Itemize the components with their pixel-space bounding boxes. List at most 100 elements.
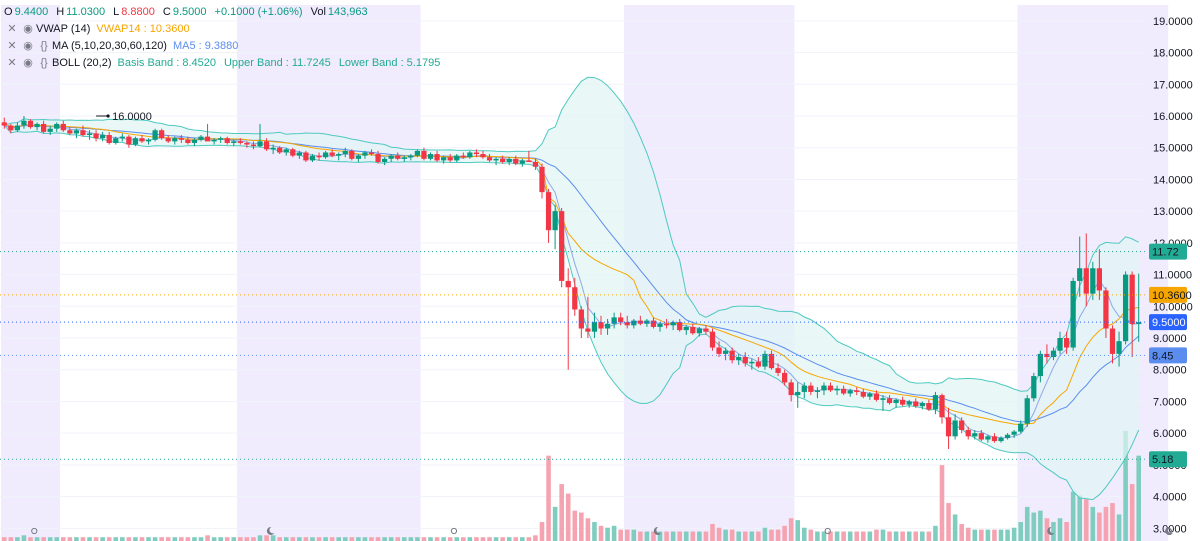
volume-bar <box>959 523 964 541</box>
close-icon[interactable]: ✕ <box>7 57 17 69</box>
candle-body <box>165 138 171 142</box>
candle-body <box>270 147 276 150</box>
candle-body <box>1031 376 1037 399</box>
volume-bar <box>1018 522 1023 541</box>
candle-body <box>1077 268 1083 281</box>
volume-bar <box>847 531 853 541</box>
candle-body <box>27 120 34 128</box>
visibility-icon[interactable]: ◉ <box>23 40 33 52</box>
volume-bar <box>224 537 230 541</box>
candle-body <box>467 152 473 158</box>
volume-bar <box>362 537 368 541</box>
axis-tick-label: 14.0000 <box>1153 174 1193 186</box>
volume-bar <box>946 503 951 541</box>
volume-bar <box>683 531 689 541</box>
volume-bar <box>172 537 178 541</box>
candle-body <box>1037 353 1043 377</box>
candle-body <box>1090 268 1096 294</box>
boll-basis: Basis Band : 8.4520 <box>117 57 216 69</box>
candle-body <box>722 350 729 354</box>
low-label: L <box>113 6 120 18</box>
volume-bar <box>906 531 912 541</box>
close-value: 9.5000 <box>172 6 207 18</box>
visibility-icon[interactable]: ◉ <box>23 23 33 35</box>
candle-body <box>80 130 86 136</box>
candle-body <box>841 388 847 394</box>
candle-body <box>873 393 880 400</box>
volume-bar <box>697 531 702 541</box>
volume-bar <box>47 537 53 541</box>
candle-body <box>414 150 421 156</box>
candle-body <box>657 323 663 327</box>
volume-bar <box>539 522 545 541</box>
volume-bar <box>1057 518 1063 541</box>
volume-bar <box>1051 522 1056 541</box>
candle-body <box>945 417 952 437</box>
candle-body <box>854 390 860 392</box>
candle-body <box>768 353 775 369</box>
candle-body <box>434 154 440 161</box>
candle-body <box>21 120 27 126</box>
candle-body <box>500 158 506 162</box>
high-label: H <box>56 6 65 18</box>
volume-bar <box>657 531 663 541</box>
volume-bar <box>572 510 578 541</box>
volume-bar <box>1031 512 1037 541</box>
volume-bar <box>913 531 919 541</box>
volume-bar <box>1077 495 1082 541</box>
session-band <box>237 5 421 541</box>
volume-bar <box>854 531 860 541</box>
candle-body <box>73 130 80 134</box>
axis-tick-label: 6.0000 <box>1153 428 1187 440</box>
volume-bar <box>933 525 938 541</box>
candle-body <box>231 141 237 143</box>
candle-body <box>454 155 460 161</box>
volume-bar <box>106 537 112 541</box>
candle-body <box>408 155 414 158</box>
candle-body <box>900 399 906 405</box>
candle-body <box>493 158 499 161</box>
candle-body <box>362 152 368 156</box>
candle-body <box>1083 268 1089 294</box>
volume-bar <box>493 537 499 541</box>
candle-body <box>460 155 466 158</box>
price-axis[interactable]: 19.0000 18.0000 17.0000 16.0000 15.0000 14.00… <box>0 16 1193 535</box>
boll-lower: Lower Band : 5.1795 <box>338 57 441 69</box>
volume-bar <box>205 535 210 541</box>
volume-bar <box>375 537 381 541</box>
candle-body <box>395 155 401 159</box>
volume-bar <box>342 537 348 541</box>
candle-body <box>552 211 558 231</box>
volume-bar <box>192 537 197 541</box>
candle-body <box>880 398 886 400</box>
candle-body <box>781 372 788 383</box>
candle-body <box>1136 322 1142 325</box>
price-tag-label: 11.72 <box>1152 247 1179 259</box>
indicator-legend: O 9.4400 H 11.0300 L 8.8800 C 9.5000 +0.… <box>4 4 448 72</box>
volume-bar <box>808 529 814 541</box>
axis-tick-label: 7.0000 <box>1153 396 1187 408</box>
volume-bar <box>526 537 532 541</box>
volume-bar <box>113 537 119 541</box>
candle-body <box>624 322 630 326</box>
script-icon: {} <box>40 57 48 69</box>
volume-bar <box>795 520 801 541</box>
volume-bar <box>290 537 296 541</box>
candle-body <box>893 399 899 404</box>
volume-bar <box>782 525 787 541</box>
candle-body <box>178 138 184 140</box>
visibility-icon[interactable]: ◉ <box>23 57 33 69</box>
volume-bar <box>231 537 237 541</box>
volume-bar <box>349 537 355 541</box>
volume-bar <box>401 537 407 541</box>
candle-body <box>827 385 834 391</box>
close-icon[interactable]: ✕ <box>7 23 17 35</box>
high-value: 11.0300 <box>66 6 106 18</box>
candle-body <box>559 211 565 281</box>
volume-bar <box>546 455 551 541</box>
volume-bar <box>1 537 7 541</box>
volume-bar <box>434 537 440 541</box>
candle-body <box>913 401 919 407</box>
close-icon[interactable]: ✕ <box>7 40 17 52</box>
